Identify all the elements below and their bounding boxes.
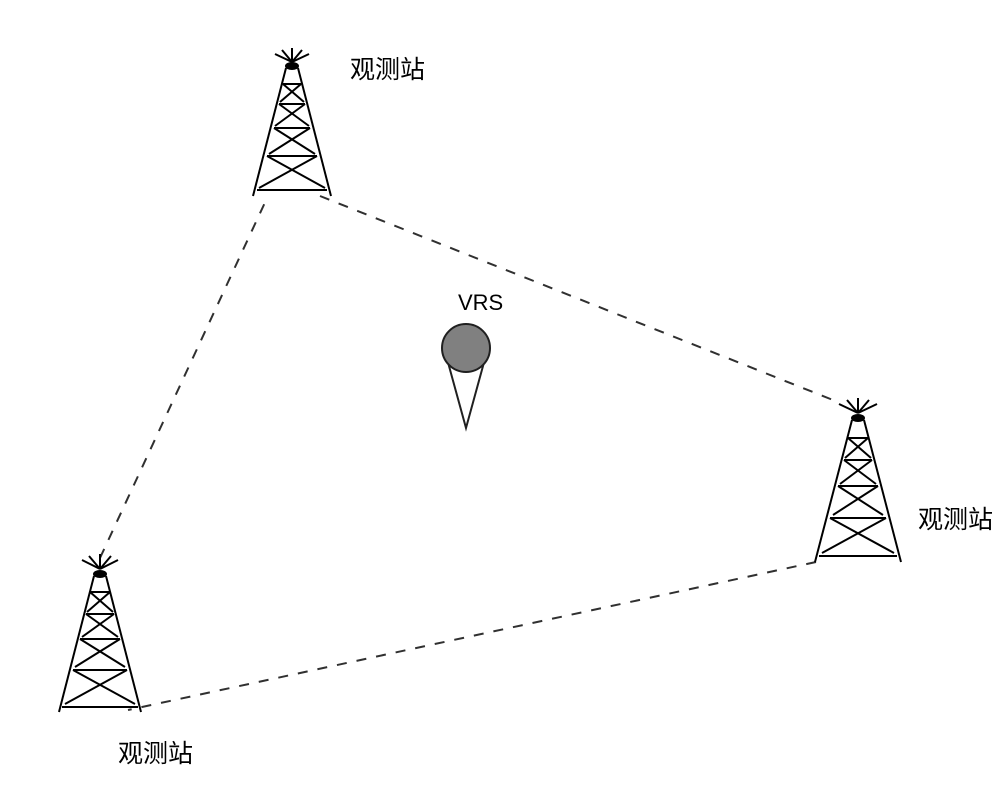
tower-c-label: 观测站: [118, 734, 193, 770]
pin-head: [442, 324, 490, 372]
diagram-canvas: [0, 0, 1000, 811]
triangle-edges: [100, 196, 838, 710]
tower-a-label: 观测站: [350, 50, 425, 86]
vrs-label: VRS: [458, 290, 503, 316]
tower-icon: [815, 398, 901, 562]
tower-icon: [253, 48, 331, 196]
edge-b-c: [128, 562, 816, 710]
tower-icon: [59, 554, 141, 712]
tower-c: [59, 554, 141, 712]
edge-a-b: [320, 196, 838, 402]
tower-b-label: 观测站: [918, 500, 993, 536]
vrs-pin: [442, 324, 490, 428]
tower-b: [815, 398, 901, 562]
edge-c-a: [100, 196, 268, 558]
tower-a: [253, 48, 331, 196]
